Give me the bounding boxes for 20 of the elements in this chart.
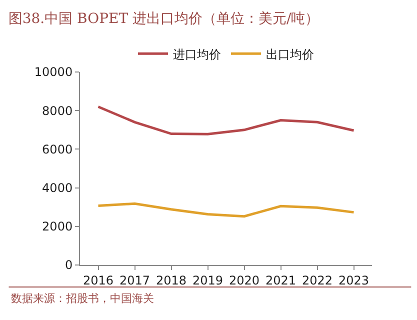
x-tick-label: 2023 — [338, 273, 370, 288]
legend-label: 进口均价 — [173, 47, 221, 62]
x-tick-label: 2016 — [82, 273, 114, 288]
y-tick-label: 0 — [64, 258, 73, 272]
line-series — [97, 202, 355, 218]
y-tick-label: 2000 — [42, 220, 73, 234]
source-note: 数据来源：招股书，中国海关 — [11, 292, 154, 305]
y-tick-label: 10000 — [34, 65, 73, 80]
y-tick-label: 6000 — [42, 142, 73, 156]
chart-title: 图38.中国 BOPET 进出口均价（单位：美元/吨） — [8, 10, 320, 27]
x-tick-label: 2020 — [228, 273, 260, 288]
y-tick-label: 8000 — [42, 104, 73, 118]
x-tick-label: 2021 — [265, 273, 296, 288]
x-tick-label: 2022 — [302, 273, 333, 288]
legend-label: 出口均价 — [266, 47, 314, 62]
line-series — [97, 105, 355, 136]
x-tick-label: 2018 — [156, 273, 187, 288]
x-tick-label: 2019 — [192, 273, 224, 288]
y-tick-label: 4000 — [42, 181, 73, 195]
x-tick-label: 2017 — [119, 273, 150, 288]
